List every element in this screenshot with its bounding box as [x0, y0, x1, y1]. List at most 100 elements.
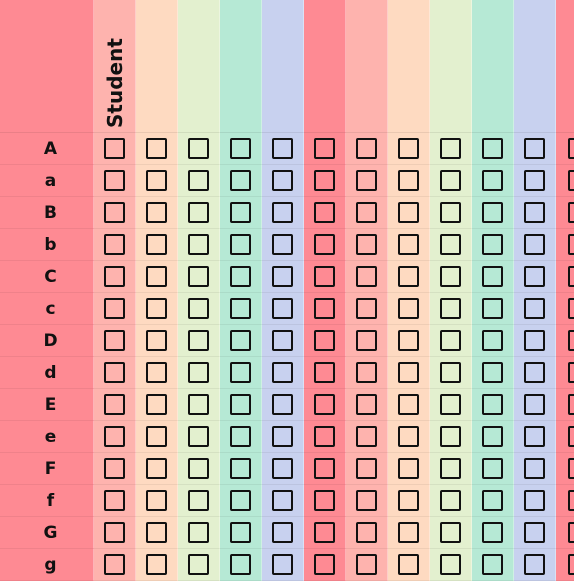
- checkbox[interactable]: [146, 458, 167, 479]
- checkbox[interactable]: [356, 554, 377, 575]
- checkbox[interactable]: [568, 298, 574, 319]
- checkbox[interactable]: [104, 202, 125, 223]
- checkbox[interactable]: [230, 202, 251, 223]
- checkbox[interactable]: [314, 458, 335, 479]
- checkbox[interactable]: [356, 394, 377, 415]
- checkbox[interactable]: [104, 490, 125, 511]
- checkbox[interactable]: [524, 458, 545, 479]
- checkbox[interactable]: [482, 394, 503, 415]
- checkbox[interactable]: [146, 234, 167, 255]
- checkbox[interactable]: [230, 362, 251, 383]
- checkbox[interactable]: [104, 170, 125, 191]
- checkbox[interactable]: [146, 362, 167, 383]
- checkbox[interactable]: [440, 426, 461, 447]
- checkbox[interactable]: [188, 426, 209, 447]
- checkbox[interactable]: [524, 266, 545, 287]
- checkbox[interactable]: [356, 426, 377, 447]
- checkbox[interactable]: [188, 234, 209, 255]
- checkbox[interactable]: [146, 554, 167, 575]
- checkbox[interactable]: [524, 394, 545, 415]
- checkbox[interactable]: [568, 170, 574, 191]
- checkbox[interactable]: [188, 362, 209, 383]
- checkbox[interactable]: [146, 394, 167, 415]
- checkbox[interactable]: [524, 138, 545, 159]
- checkbox[interactable]: [146, 330, 167, 351]
- checkbox[interactable]: [568, 138, 574, 159]
- checkbox[interactable]: [440, 458, 461, 479]
- checkbox[interactable]: [356, 458, 377, 479]
- checkbox[interactable]: [230, 394, 251, 415]
- checkbox[interactable]: [146, 170, 167, 191]
- checkbox[interactable]: [230, 458, 251, 479]
- checkbox[interactable]: [272, 426, 293, 447]
- checkbox[interactable]: [104, 458, 125, 479]
- checkbox[interactable]: [230, 522, 251, 543]
- checkbox[interactable]: [568, 458, 574, 479]
- checkbox[interactable]: [272, 266, 293, 287]
- checkbox[interactable]: [524, 298, 545, 319]
- checkbox[interactable]: [230, 490, 251, 511]
- checkbox[interactable]: [440, 138, 461, 159]
- checkbox[interactable]: [188, 330, 209, 351]
- checkbox[interactable]: [314, 394, 335, 415]
- checkbox[interactable]: [104, 554, 125, 575]
- checkbox[interactable]: [188, 266, 209, 287]
- checkbox[interactable]: [146, 490, 167, 511]
- checkbox[interactable]: [272, 362, 293, 383]
- checkbox[interactable]: [314, 490, 335, 511]
- checkbox[interactable]: [524, 330, 545, 351]
- checkbox[interactable]: [104, 426, 125, 447]
- checkbox[interactable]: [146, 426, 167, 447]
- checkbox[interactable]: [568, 234, 574, 255]
- checkbox[interactable]: [482, 490, 503, 511]
- checkbox[interactable]: [568, 266, 574, 287]
- checkbox[interactable]: [272, 138, 293, 159]
- checkbox[interactable]: [482, 458, 503, 479]
- checkbox[interactable]: [230, 426, 251, 447]
- checkbox[interactable]: [146, 522, 167, 543]
- checkbox[interactable]: [188, 522, 209, 543]
- checkbox[interactable]: [440, 266, 461, 287]
- checkbox[interactable]: [524, 362, 545, 383]
- checkbox[interactable]: [104, 138, 125, 159]
- checkbox[interactable]: [568, 362, 574, 383]
- checkbox[interactable]: [188, 138, 209, 159]
- checkbox[interactable]: [398, 426, 419, 447]
- checkbox[interactable]: [524, 170, 545, 191]
- checkbox[interactable]: [188, 490, 209, 511]
- checkbox[interactable]: [482, 170, 503, 191]
- checkbox[interactable]: [440, 330, 461, 351]
- checkbox[interactable]: [398, 234, 419, 255]
- checkbox[interactable]: [104, 362, 125, 383]
- checkbox[interactable]: [398, 138, 419, 159]
- checkbox[interactable]: [230, 554, 251, 575]
- checkbox[interactable]: [440, 202, 461, 223]
- checkbox[interactable]: [440, 170, 461, 191]
- checkbox[interactable]: [398, 362, 419, 383]
- checkbox[interactable]: [272, 394, 293, 415]
- checkbox[interactable]: [440, 394, 461, 415]
- checkbox[interactable]: [272, 298, 293, 319]
- checkbox[interactable]: [440, 234, 461, 255]
- checkbox[interactable]: [440, 362, 461, 383]
- checkbox[interactable]: [230, 330, 251, 351]
- checkbox[interactable]: [398, 298, 419, 319]
- checkbox[interactable]: [482, 234, 503, 255]
- checkbox[interactable]: [314, 426, 335, 447]
- checkbox[interactable]: [188, 554, 209, 575]
- checkbox[interactable]: [104, 522, 125, 543]
- checkbox[interactable]: [230, 266, 251, 287]
- checkbox[interactable]: [356, 298, 377, 319]
- checkbox[interactable]: [482, 202, 503, 223]
- checkbox[interactable]: [398, 490, 419, 511]
- checkbox[interactable]: [188, 458, 209, 479]
- checkbox[interactable]: [314, 170, 335, 191]
- checkbox[interactable]: [356, 138, 377, 159]
- checkbox[interactable]: [482, 554, 503, 575]
- checkbox[interactable]: [188, 202, 209, 223]
- checkbox[interactable]: [440, 298, 461, 319]
- checkbox[interactable]: [230, 138, 251, 159]
- checkbox[interactable]: [524, 490, 545, 511]
- checkbox[interactable]: [314, 234, 335, 255]
- checkbox[interactable]: [356, 490, 377, 511]
